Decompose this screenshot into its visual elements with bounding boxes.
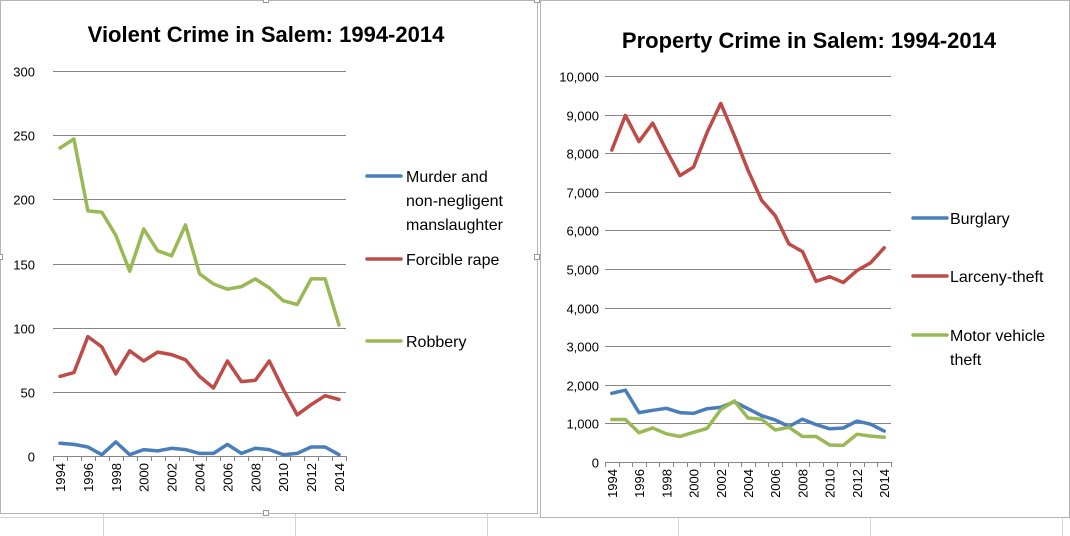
property-y-tick-label: 0: [592, 456, 599, 471]
violent-x-tick-label: 2006: [220, 463, 235, 492]
violent-x-tick-label: 1998: [109, 463, 124, 492]
violent-y-tick-label: 250: [13, 129, 35, 144]
property-series-line-1: [610, 388, 886, 433]
property-x-tick-label: 2000: [687, 469, 702, 498]
property-x-tick-label: 2004: [741, 469, 756, 498]
property-x-tick-label: 2008: [795, 469, 810, 498]
property-y-tick-label: 9,000: [566, 109, 599, 124]
property-x-tick-label: 1996: [632, 469, 647, 498]
violent-legend-label: Forcible rape: [406, 252, 499, 269]
property-legend-label: Motor vehicle: [950, 328, 1045, 345]
violent-y-tick-label: 100: [13, 322, 35, 337]
property-x-tick-label: 2010: [823, 469, 838, 498]
violent-x-tick-label: 2008: [248, 463, 263, 492]
property-x-tick-label: 1994: [605, 469, 620, 498]
violent-series-line-1: [58, 440, 341, 457]
property-y-tick-label: 3,000: [566, 340, 599, 355]
violent-y-tick-label: 200: [13, 193, 35, 208]
violent-y-tick-label: 50: [21, 386, 35, 401]
violent-x-tick-label: 1996: [81, 463, 96, 492]
property-y-tick-label: 2,000: [566, 379, 599, 394]
violent-series-line-2: [58, 334, 341, 417]
violent-legend-label: non-negligent: [406, 193, 504, 210]
property-x-tick-label: 2006: [768, 469, 783, 498]
violent-legend-label: Robbery: [406, 334, 466, 351]
violent-crime-chart[interactable]: Violent Crime in Salem: 1994-2014 0 50 100 1…: [0, 0, 538, 514]
violent-y-tick-label: 150: [13, 258, 35, 273]
violent-legend-label: Murder and: [406, 169, 488, 186]
violent-x-tick-label: 2002: [165, 463, 180, 492]
violent-x-tick-label: 2010: [276, 463, 291, 492]
violent-x-tick-label: 2012: [304, 463, 319, 492]
property-crime-chart-svg: Property Crime in Salem: 1994-2014 0 1,000…: [559, 28, 1045, 498]
property-y-tick-label: 10,000: [559, 70, 599, 85]
property-y-tick-label: 6,000: [566, 224, 599, 239]
violent-x-tick-label: 1994: [53, 463, 68, 492]
property-y-tick-label: 8,000: [566, 147, 599, 162]
property-legend-label: Burglary: [950, 211, 1010, 228]
property-series-line-3: [610, 399, 886, 448]
property-chart-title: Property Crime in Salem: 1994-2014: [622, 28, 997, 53]
resize-handle-right[interactable]: [534, 254, 540, 260]
violent-series-line-3: [58, 137, 341, 327]
violent-x-tick-label: 2014: [332, 463, 347, 492]
property-x-tick-label: 2012: [850, 469, 865, 498]
property-x-tick-label: 2014: [877, 469, 892, 498]
violent-legend-label: manslaughter: [406, 217, 504, 234]
property-crime-chart[interactable]: Property Crime in Salem: 1994-2014 0 1,000…: [540, 0, 1070, 518]
property-y-tick-label: 5,000: [566, 263, 599, 278]
property-legend-label: theft: [950, 352, 982, 369]
property-y-tick-label: 4,000: [566, 302, 599, 317]
property-legend-label: Larceny-theft: [950, 269, 1044, 286]
property-series-line-2: [610, 101, 886, 285]
violent-crime-chart-svg: Violent Crime in Salem: 1994-2014 0 50 100 1…: [13, 22, 504, 492]
resize-handle-bottom[interactable]: [263, 510, 269, 516]
resize-handle-left[interactable]: [0, 254, 3, 260]
property-x-tick-label: 2002: [714, 469, 729, 498]
property-y-tick-label: 1,000: [566, 417, 599, 432]
violent-chart-title: Violent Crime in Salem: 1994-2014: [88, 22, 445, 47]
violent-x-tick-label: 2000: [137, 463, 152, 492]
property-x-tick-label: 1998: [659, 469, 674, 498]
violent-x-tick-label: 2004: [193, 463, 208, 492]
violent-y-tick-label: 300: [13, 65, 35, 80]
resize-handle-top[interactable]: [263, 0, 269, 3]
property-y-tick-label: 7,000: [566, 186, 599, 201]
resize-handle-top-right[interactable]: [534, 0, 540, 3]
violent-y-tick-label: 0: [28, 450, 35, 465]
